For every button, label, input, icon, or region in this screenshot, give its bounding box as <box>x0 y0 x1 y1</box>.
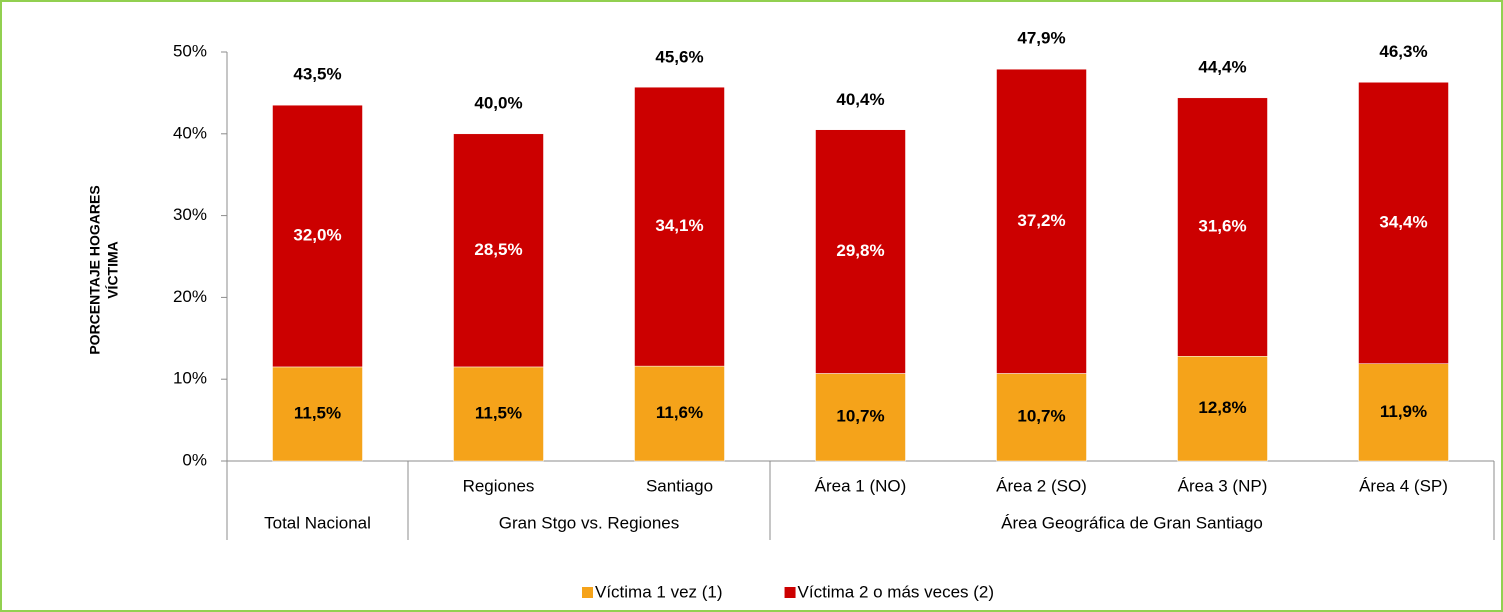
total-label: 46,3% <box>1379 42 1427 61</box>
bar-segment <box>634 365 725 462</box>
bar-segment <box>1358 82 1449 364</box>
data-label: 28,5% <box>474 240 522 259</box>
x-tick-label: Área 4 (SP) <box>1359 476 1448 495</box>
bar-segment <box>1177 97 1268 357</box>
data-label: 32,0% <box>293 226 341 245</box>
data-label: 34,1% <box>655 216 703 235</box>
x-tick-label: Santiago <box>646 476 713 495</box>
group-label: Total Nacional <box>264 513 371 532</box>
x-tick-label: Regiones <box>463 476 535 495</box>
bar-segment <box>1177 356 1268 462</box>
y-tick-label: 50% <box>173 41 207 60</box>
total-label: 40,0% <box>474 93 522 112</box>
data-label: 10,7% <box>1017 407 1065 426</box>
data-label: 11,9% <box>1380 402 1427 421</box>
total-label: 47,9% <box>1017 29 1065 48</box>
y-tick-label: 20% <box>173 287 207 306</box>
x-tick-label: Área 1 (NO) <box>815 476 907 495</box>
y-axis-label: VÍCTIMA <box>105 241 121 299</box>
data-label: 11,6% <box>656 403 703 422</box>
data-label: 12,8% <box>1198 398 1246 417</box>
bar-segment <box>272 366 363 462</box>
group-label: Gran Stgo vs. Regiones <box>499 513 679 532</box>
y-tick-label: 10% <box>173 369 207 388</box>
bar-segment <box>815 129 906 374</box>
legend-label: Víctima 1 vez (1) <box>595 582 723 601</box>
data-label: 11,5% <box>294 403 341 422</box>
legend-label: Víctima 2 o más veces (2) <box>798 582 995 601</box>
bar-segment <box>996 68 1087 374</box>
bar-segment <box>1358 363 1449 462</box>
group-label: Área Geográfica de Gran Santiago <box>1001 513 1263 532</box>
legend-swatch <box>582 587 593 598</box>
y-tick-label: 30% <box>173 205 207 224</box>
bar-segment <box>815 373 906 462</box>
y-tick-label: 40% <box>173 123 207 142</box>
data-label: 37,2% <box>1017 211 1065 230</box>
bar-segment <box>453 133 544 368</box>
y-axis-label: PORCENTAJE HOGARES <box>87 185 103 354</box>
data-label: 29,8% <box>836 241 884 260</box>
total-label: 45,6% <box>655 47 703 66</box>
y-tick-label: 0% <box>182 450 207 469</box>
x-tick-label: Área 2 (SO) <box>996 476 1087 495</box>
x-tick-label: Área 3 (NP) <box>1178 476 1268 495</box>
total-label: 40,4% <box>836 90 884 109</box>
total-label: 44,4% <box>1198 57 1246 76</box>
legend-swatch <box>784 587 796 598</box>
bar-segment <box>272 104 363 368</box>
bar-segment <box>634 86 725 367</box>
data-label: 31,6% <box>1198 217 1246 236</box>
total-label: 43,5% <box>293 65 341 84</box>
data-label: 10,7% <box>836 407 884 426</box>
data-label: 11,5% <box>475 403 522 422</box>
data-label: 34,4% <box>1379 212 1427 231</box>
